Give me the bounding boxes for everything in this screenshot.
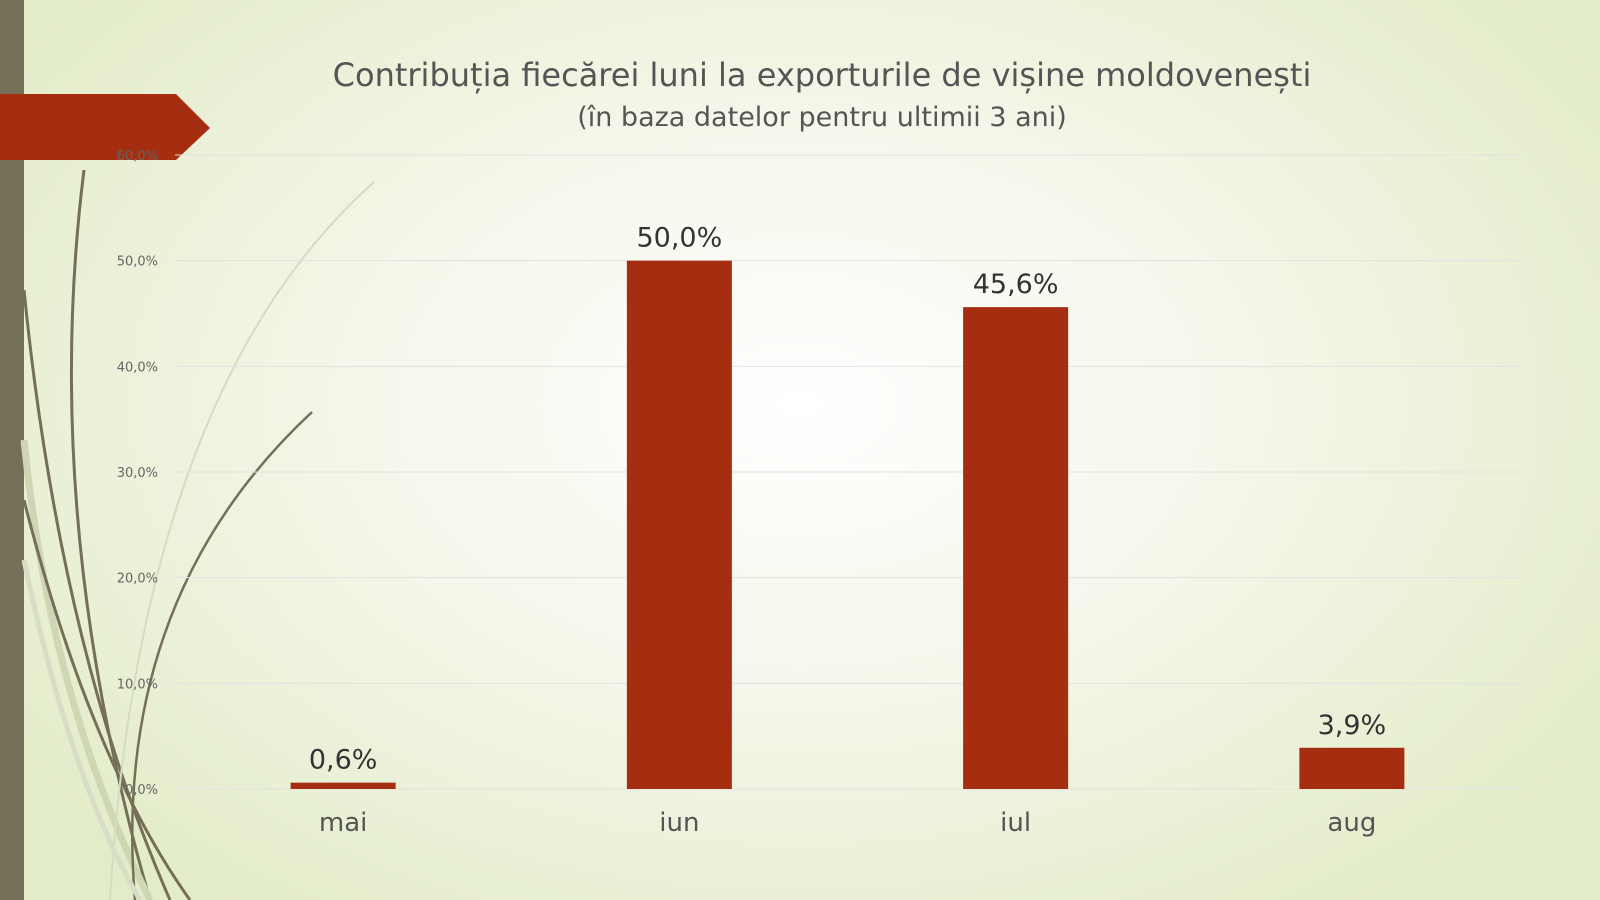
- data-label: 0,6%: [309, 745, 378, 776]
- gridlines: [175, 154, 1520, 790]
- data-label: 50,0%: [636, 223, 722, 254]
- category-label: iul: [1000, 808, 1031, 838]
- bar-mai: [290, 782, 396, 789]
- y-tick-label: 40,0%: [117, 360, 158, 375]
- bars: [290, 260, 1405, 790]
- data-label: 3,9%: [1318, 710, 1387, 741]
- y-tick-label: 20,0%: [117, 572, 158, 587]
- data-label: 45,6%: [973, 269, 1059, 300]
- y-tick-label: 10,0%: [117, 677, 158, 692]
- y-tick-label: 50,0%: [117, 255, 158, 270]
- category-label: aug: [1327, 808, 1376, 838]
- category-label: iun: [659, 808, 699, 838]
- bar-aug: [1299, 747, 1405, 789]
- bar-iul: [963, 307, 1069, 789]
- y-axis-ticks: 0,0% 10,0% 20,0% 30,0% 40,0% 50,0% 60,0%: [117, 149, 158, 798]
- category-label: mai: [319, 808, 367, 838]
- chart-subtitle: (în baza datelor pentru ultimii 3 ani): [577, 102, 1067, 133]
- bar-iun: [626, 260, 732, 790]
- y-tick-label: 30,0%: [117, 466, 158, 481]
- y-tick-label: 0,0%: [125, 783, 158, 798]
- y-tick-label: 60,0%: [117, 149, 158, 164]
- data-labels: 0,6% 50,0% 45,6% 3,9%: [309, 223, 1386, 776]
- chart-title: Contribuția fiecărei luni la exporturile…: [333, 56, 1312, 94]
- category-labels: mai iun iul aug: [319, 808, 1376, 838]
